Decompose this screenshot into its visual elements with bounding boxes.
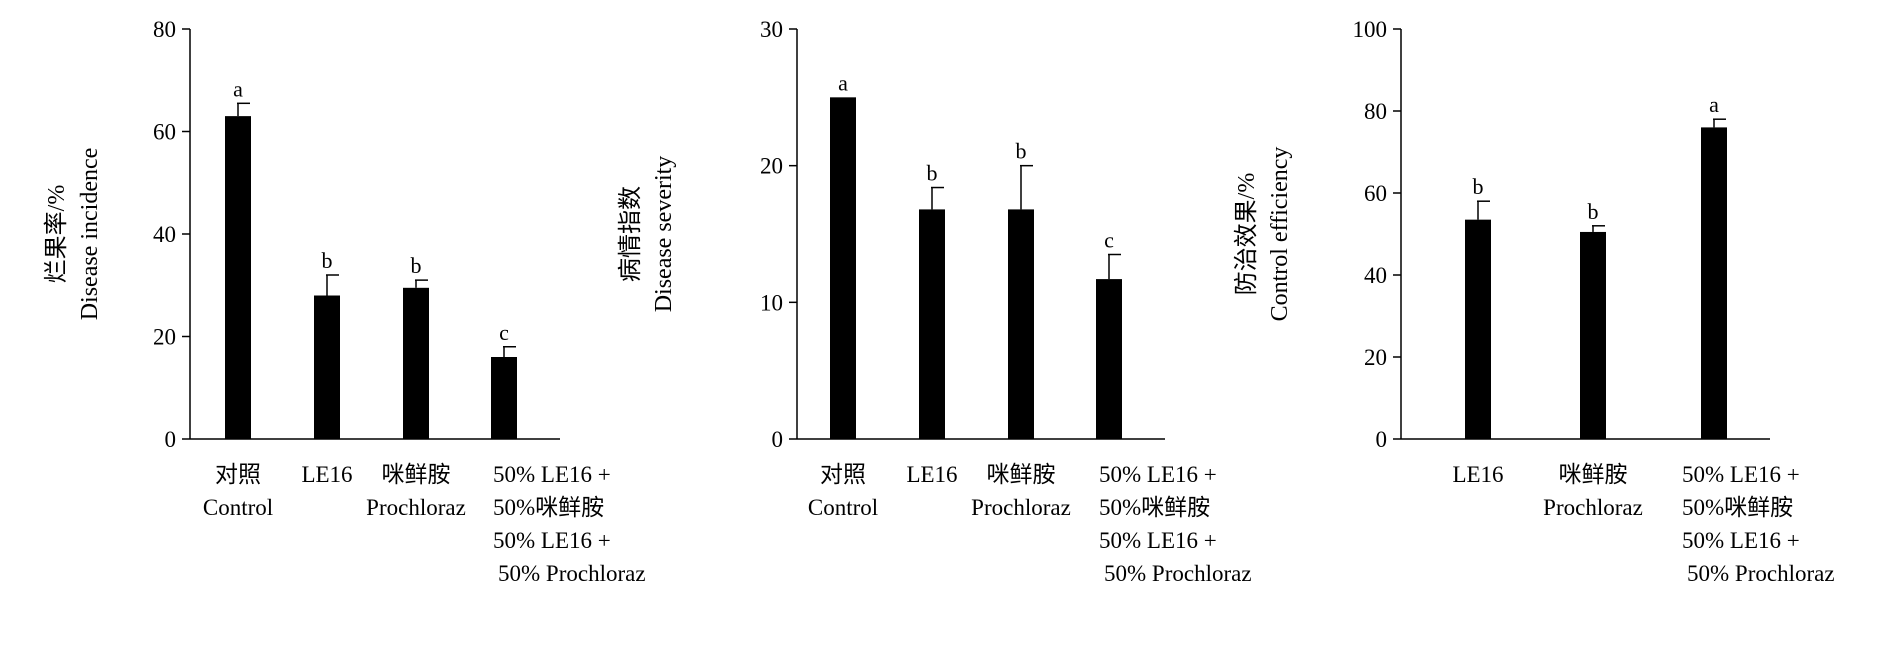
- category-label: 50% Prochloraz: [498, 561, 646, 586]
- y-axis-label: 病情指数 Disease severity: [617, 156, 677, 313]
- category-label: Prochloraz: [366, 495, 466, 520]
- category-label: 50% LE16 +: [493, 528, 611, 553]
- y-axis-label-line: Disease severity: [651, 156, 677, 313]
- category-label: LE16: [301, 462, 352, 487]
- bar: [1701, 127, 1727, 440]
- bar: [830, 97, 856, 439]
- category-label: 50%咪鲜胺: [493, 495, 604, 520]
- significance-letter: a: [233, 76, 243, 101]
- bar: [491, 357, 517, 439]
- category-label: LE16: [1452, 462, 1503, 487]
- category-label: 50% LE16 +: [493, 462, 611, 487]
- y-tick-label: 20: [1364, 345, 1387, 370]
- y-tick-label: 30: [760, 17, 783, 42]
- category-label: 50%咪鲜胺: [1682, 495, 1793, 520]
- category-label: LE16: [906, 462, 957, 487]
- bar: [1465, 219, 1491, 439]
- category-label: 对照: [215, 462, 261, 487]
- category-label: 50% LE16 +: [1099, 528, 1217, 553]
- y-axis-label-line: Disease incidence: [77, 148, 103, 321]
- category-label: 咪鲜胺: [382, 462, 451, 487]
- y-tick-label: 100: [1353, 17, 1388, 42]
- category-label: 50% LE16 +: [1682, 462, 1800, 487]
- significance-letter: b: [1016, 139, 1027, 164]
- category-label: Control: [203, 495, 273, 520]
- significance-letter: a: [838, 70, 848, 95]
- significance-letter: c: [499, 320, 509, 345]
- y-tick-label: 0: [772, 427, 784, 452]
- significance-letter: a: [1709, 92, 1719, 117]
- category-label: 50% LE16 +: [1682, 528, 1800, 553]
- y-tick-label: 40: [1364, 263, 1387, 288]
- y-tick-label: 40: [153, 222, 176, 247]
- y-axis-label-line: 病情指数: [617, 186, 644, 282]
- y-tick-label: 80: [153, 17, 176, 42]
- chart-panel-3: 0 20 40 60 80 100 防治效果/% Control efficiency b b a L…: [1233, 17, 1835, 586]
- y-tick-label: 20: [153, 325, 176, 350]
- category-label: Prochloraz: [971, 495, 1071, 520]
- significance-letter: b: [927, 161, 938, 186]
- bar: [1008, 209, 1034, 439]
- bar: [1580, 231, 1606, 439]
- category-label: 咪鲜胺: [1559, 462, 1628, 487]
- y-tick-label: 80: [1364, 99, 1387, 124]
- significance-letter: b: [411, 253, 422, 278]
- y-tick-label: 0: [1376, 427, 1388, 452]
- category-label: Control: [808, 495, 878, 520]
- y-tick-label: 60: [1364, 181, 1387, 206]
- y-tick-label: 20: [760, 154, 783, 179]
- category-label: 50% Prochloraz: [1104, 561, 1252, 586]
- category-label: 50%咪鲜胺: [1099, 495, 1210, 520]
- significance-letter: b: [1588, 199, 1599, 224]
- y-axis-label-line: Control efficiency: [1267, 147, 1293, 322]
- category-label: 咪鲜胺: [987, 462, 1056, 487]
- bar: [225, 116, 251, 439]
- y-tick-label: 0: [165, 427, 177, 452]
- y-axis-label: 烂果率/% Disease incidence: [43, 148, 103, 321]
- category-label: 对照: [820, 462, 866, 487]
- significance-letter: c: [1104, 228, 1114, 253]
- significance-letter: b: [1473, 174, 1484, 199]
- bar: [314, 295, 340, 439]
- y-tick-label: 60: [153, 120, 176, 145]
- chart-panel-1: 0 20 40 60 80 烂果率/% Disease incidence a b b c 对照 Con…: [43, 17, 646, 586]
- category-label: 50% LE16 +: [1099, 462, 1217, 487]
- bar: [1096, 279, 1122, 439]
- bar: [919, 209, 945, 439]
- chart-panel-2: 0 10 20 30 病情指数 Disease severity a b b c 对照 Control…: [617, 17, 1252, 586]
- category-label: 50% Prochloraz: [1687, 561, 1835, 586]
- y-axis-label-line: 防治效果/%: [1233, 173, 1260, 296]
- bar: [403, 287, 429, 439]
- category-label: Prochloraz: [1543, 495, 1643, 520]
- significance-letter: b: [322, 248, 333, 273]
- y-axis-label-line: 烂果率/%: [43, 185, 70, 284]
- y-axis-label: 防治效果/% Control efficiency: [1233, 147, 1293, 322]
- y-tick-label: 10: [760, 290, 783, 315]
